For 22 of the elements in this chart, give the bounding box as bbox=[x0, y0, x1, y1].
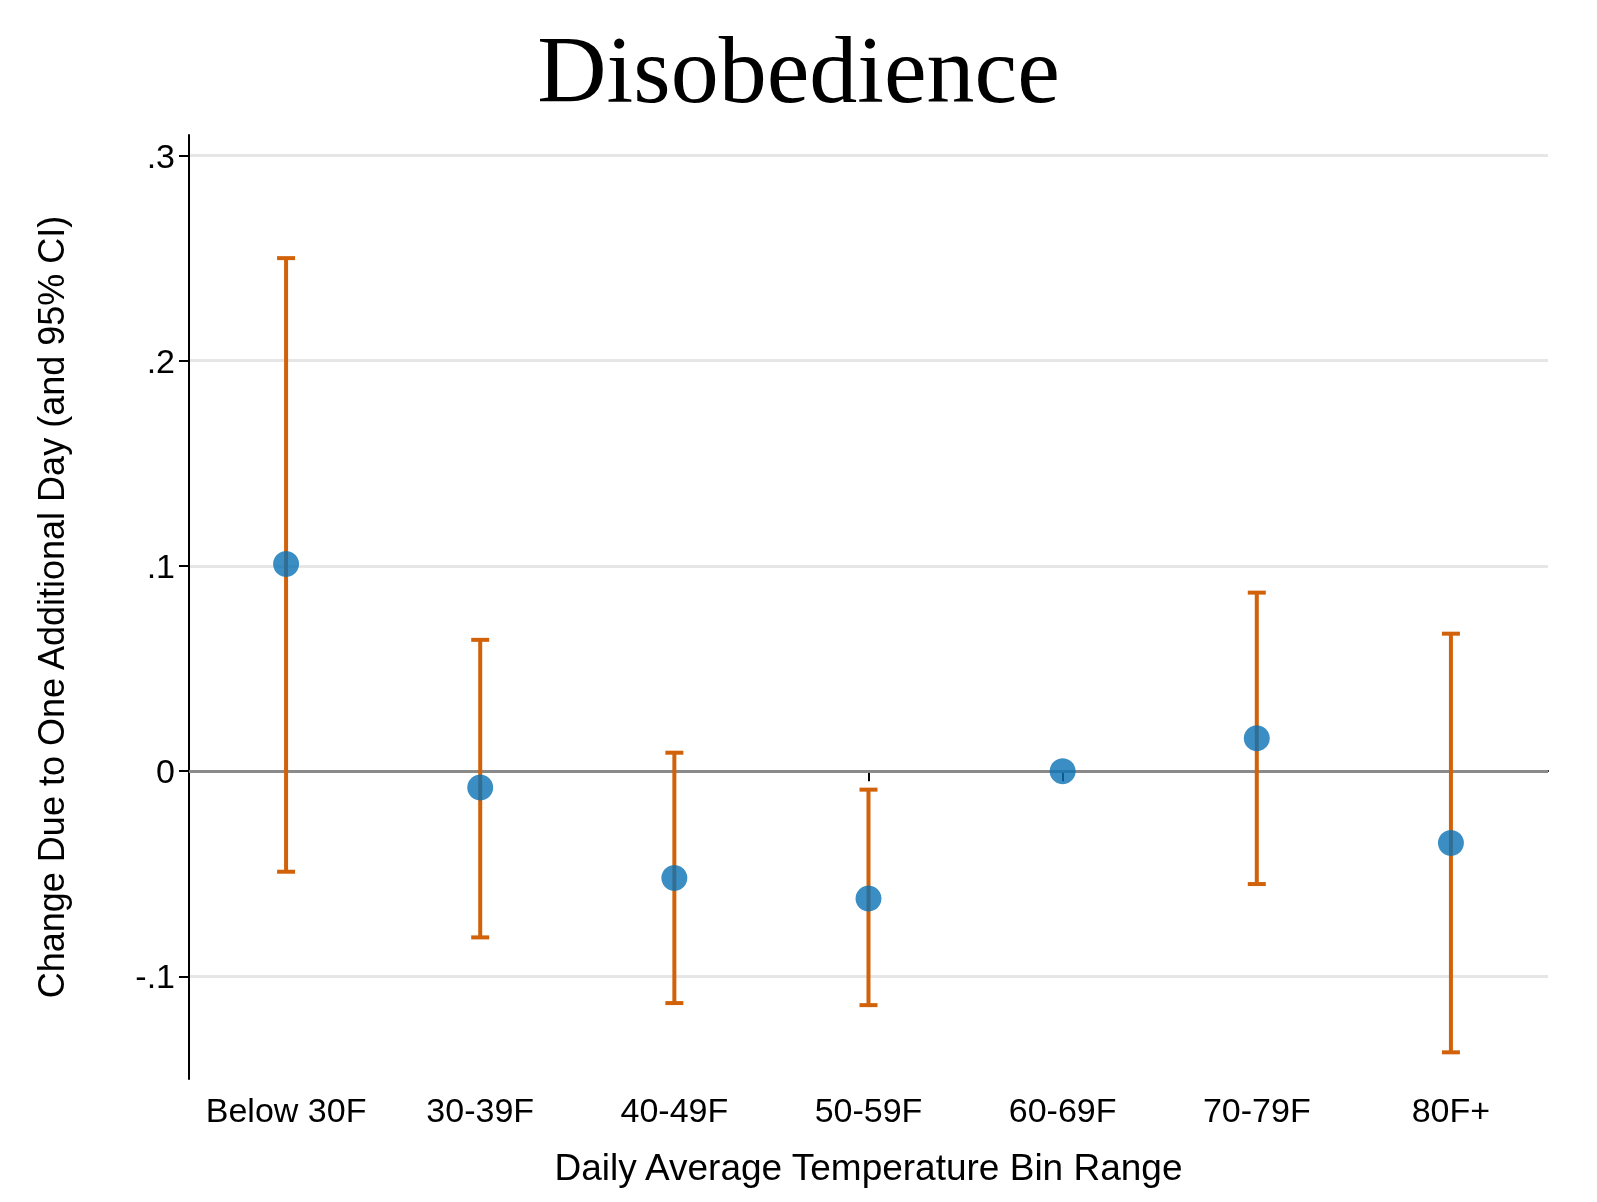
x-tick-label: Below 30F bbox=[205, 1091, 367, 1129]
y-tick-label: .2 bbox=[146, 341, 175, 380]
point bbox=[467, 774, 494, 801]
y-tick-label: .3 bbox=[146, 136, 175, 175]
chart-title: Disobedience bbox=[537, 15, 1060, 123]
y-tick-label: -.1 bbox=[135, 957, 175, 996]
point bbox=[273, 550, 300, 577]
point bbox=[855, 885, 882, 912]
x-tick-label: 30-39F bbox=[426, 1091, 535, 1129]
x-tick-label: 80F+ bbox=[1411, 1091, 1491, 1129]
x-tick-label: 50-59F bbox=[814, 1091, 923, 1129]
y-tick-label: .1 bbox=[146, 546, 175, 585]
point bbox=[661, 864, 688, 891]
x-tick-label: 40-49F bbox=[620, 1091, 729, 1129]
point bbox=[1049, 758, 1076, 785]
y-tick-label: 0 bbox=[156, 752, 175, 791]
x-tick-label: 60-69F bbox=[1008, 1091, 1117, 1129]
x-axis-title: Daily Average Temperature Bin Range bbox=[554, 1147, 1183, 1188]
point bbox=[1243, 725, 1270, 752]
point bbox=[1437, 830, 1464, 856]
y-axis-title: Change Due to One Additional Day (and 95% CI) bbox=[30, 215, 72, 999]
x-tick-label: 70-79F bbox=[1202, 1091, 1311, 1129]
